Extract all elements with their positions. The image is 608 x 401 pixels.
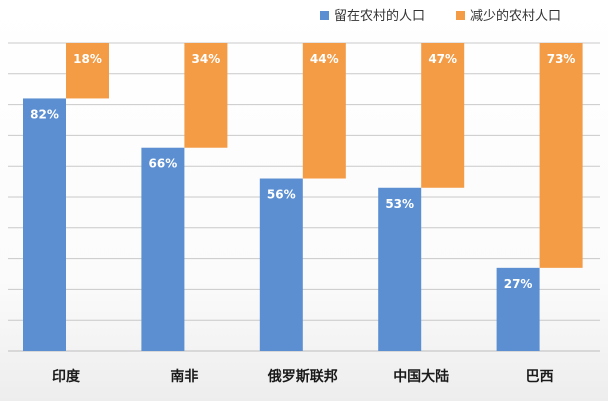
category-labels: 印度 南非 俄罗斯联邦 中国大陆 巴西: [52, 368, 554, 385]
value-label-reduced-1: 34%: [192, 52, 221, 66]
bar-retained-0: [23, 98, 66, 351]
legend-label-reduced: 减少的农村人口: [470, 8, 561, 24]
legend: 留在农村的人口 减少的农村人口: [320, 8, 561, 24]
bars: [23, 43, 583, 351]
category-label-1: 南非: [170, 368, 198, 385]
bar-reduced-2: [302, 43, 346, 179]
category-label-3: 中国大陆: [393, 368, 449, 385]
bar-retained-3: [378, 187, 422, 351]
value-labels: 82% 18% 66% 34% 56% 44% 53% 47% 27% 73%: [30, 52, 575, 291]
bar-retained-2: [259, 178, 303, 351]
value-label-retained-3: 53%: [385, 197, 414, 211]
value-label-reduced-2: 44%: [310, 52, 339, 66]
legend-swatch-reduced: [456, 11, 465, 20]
value-label-retained-4: 27%: [504, 277, 533, 291]
value-label-reduced-4: 73%: [547, 52, 576, 66]
bar-reduced-0: [66, 43, 109, 99]
value-label-reduced-0: 18%: [73, 52, 102, 66]
value-label-retained-1: 66%: [149, 157, 178, 171]
bar-retained-1: [141, 147, 185, 351]
bar-reduced-3: [421, 43, 465, 188]
legend-label-retained: 留在农村的人口: [334, 8, 425, 24]
value-label-retained-2: 56%: [267, 188, 296, 202]
legend-swatch-retained: [320, 11, 329, 20]
bar-reduced-1: [184, 43, 228, 148]
category-label-2: 俄罗斯联邦: [267, 368, 338, 385]
bar-reduced-4: [539, 43, 583, 268]
category-label-4: 巴西: [526, 369, 554, 385]
category-label-0: 印度: [52, 368, 81, 385]
value-label-reduced-3: 47%: [428, 52, 457, 66]
bar-retained-4: [496, 267, 540, 351]
value-label-retained-0: 82%: [30, 107, 59, 121]
